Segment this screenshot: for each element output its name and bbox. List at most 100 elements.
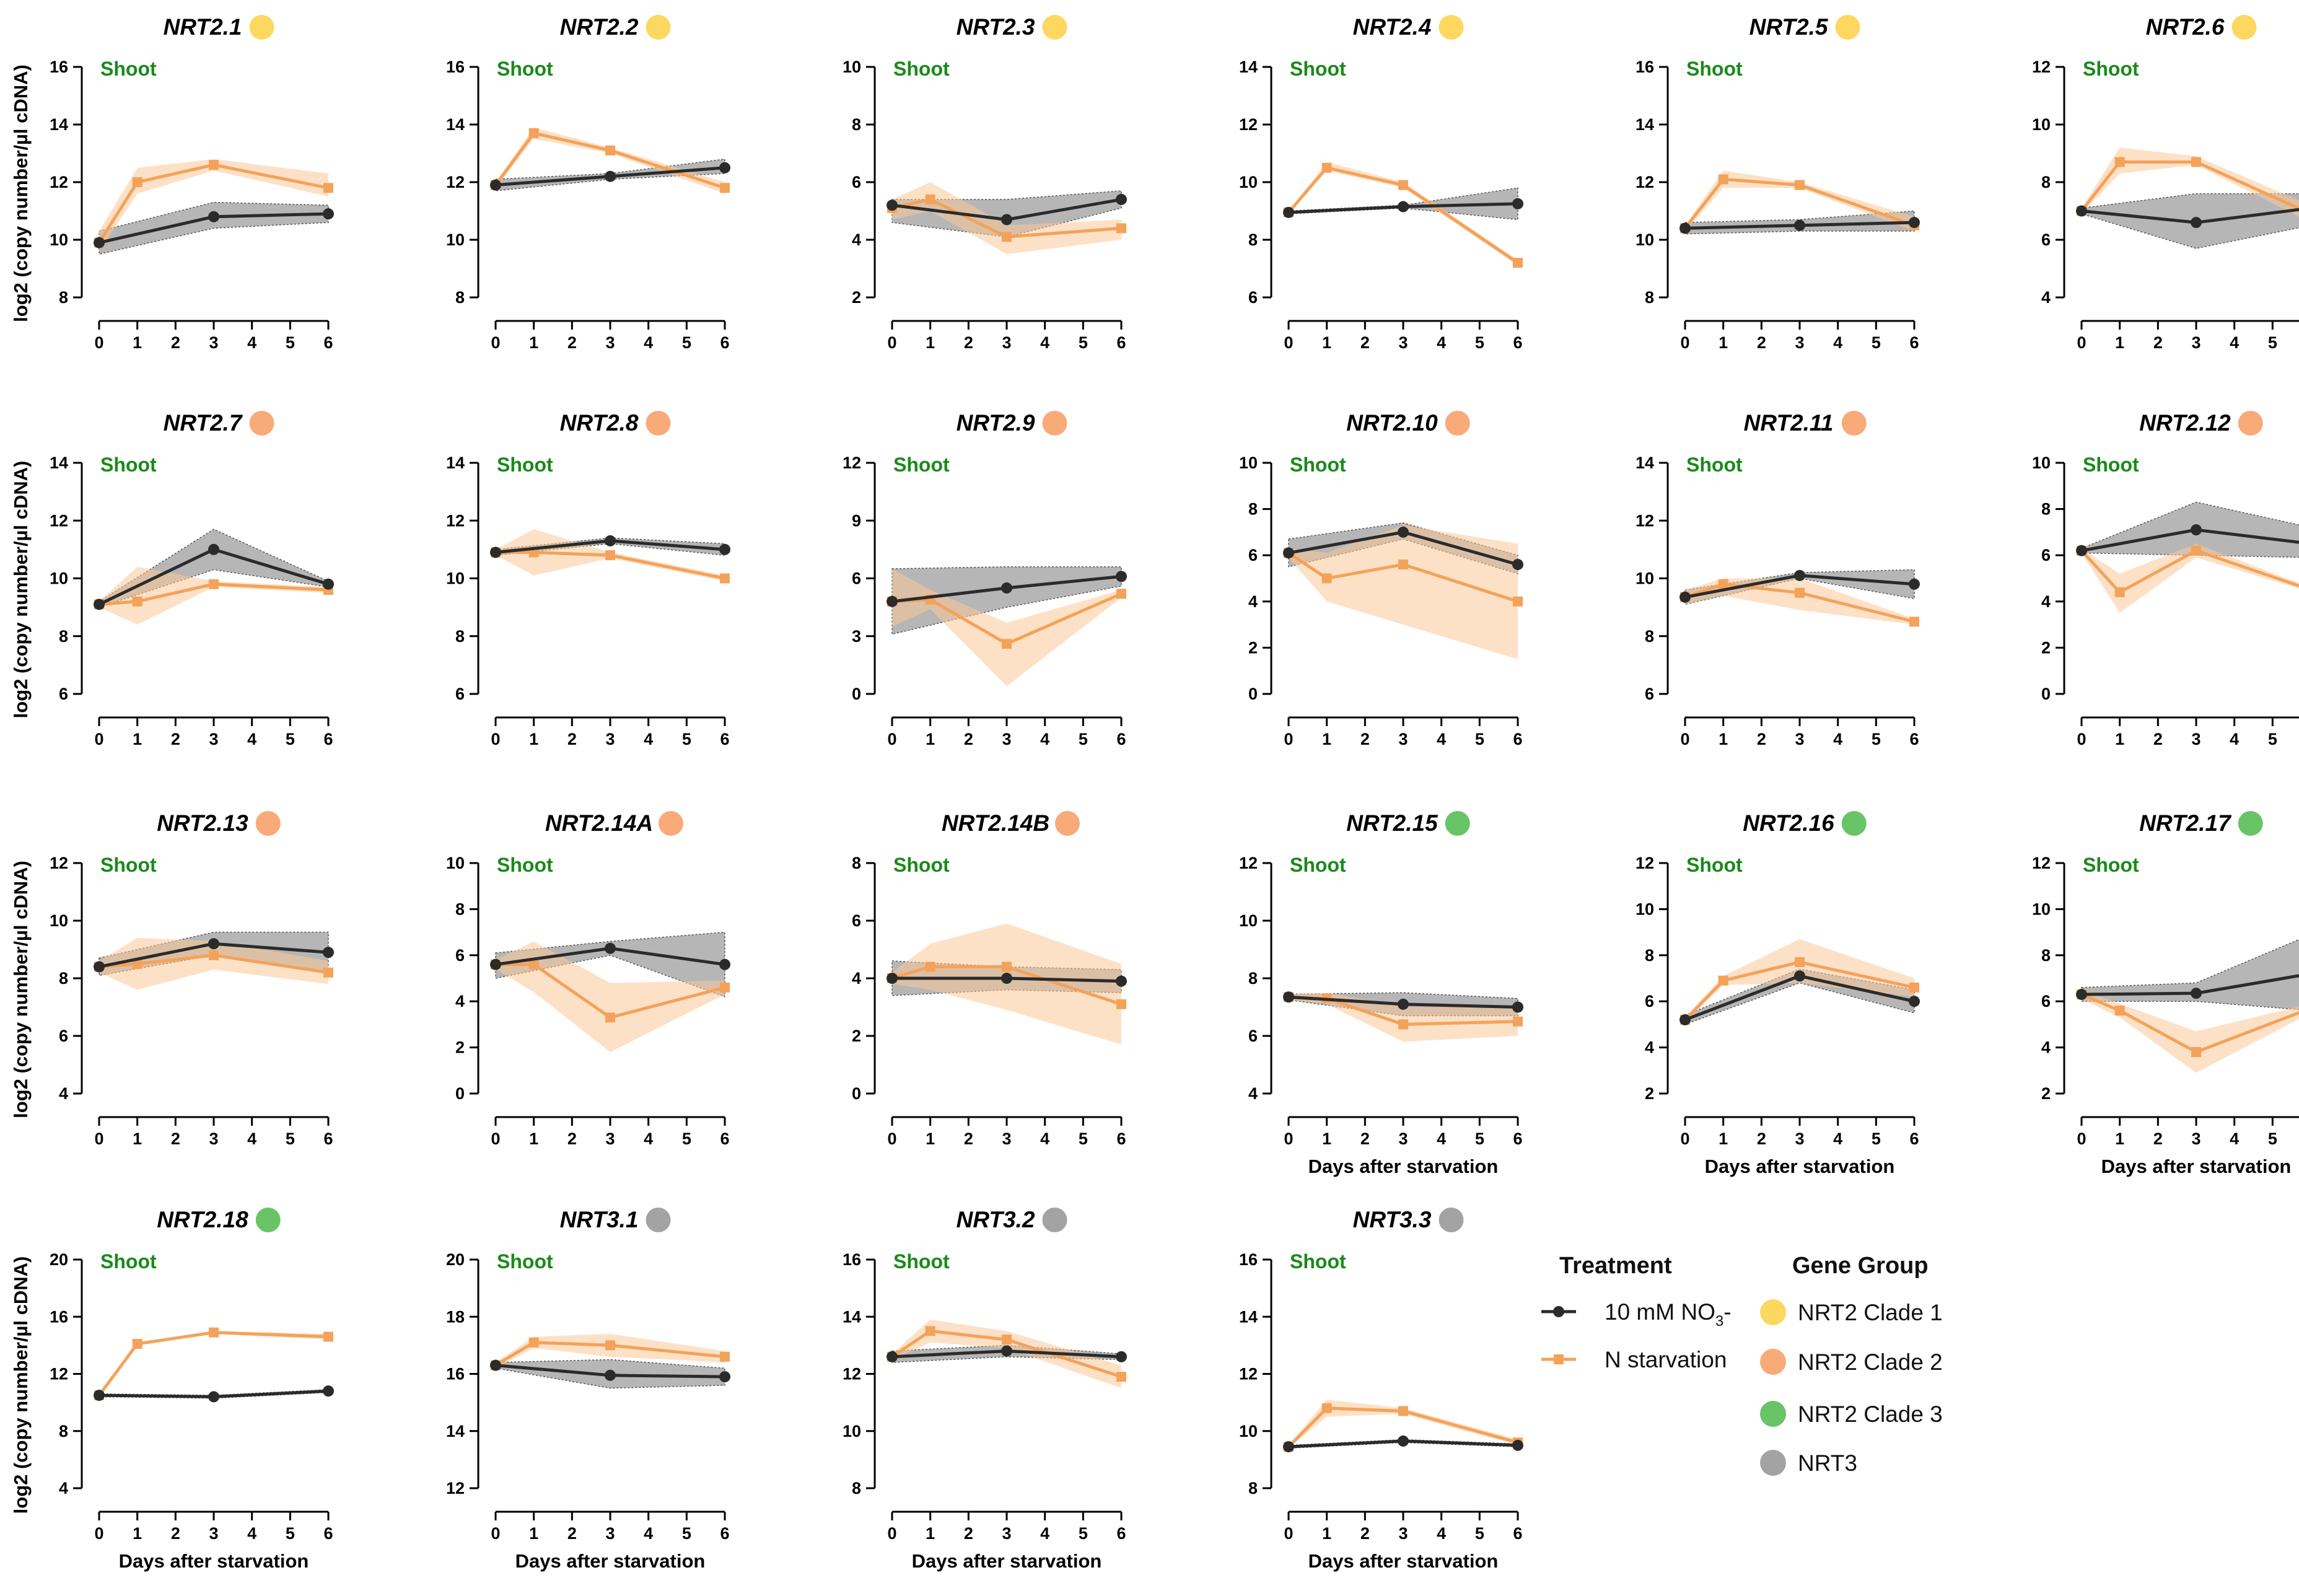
x-tick-label: 6: [720, 333, 729, 352]
control-data-point: [208, 543, 219, 555]
y-tick-label: 12: [1636, 173, 1654, 191]
control-data-point: [1512, 1439, 1523, 1451]
y-tick-label: 10: [50, 230, 68, 249]
x-tick-label: 1: [1719, 1129, 1728, 1148]
x-tick-label: 2: [171, 1129, 180, 1148]
y-tick-label: 8: [1645, 288, 1654, 307]
y-tick-label: 14: [1636, 454, 1654, 472]
starv-series-line: [1287, 1406, 1518, 1448]
starv-error-band: [892, 923, 1121, 1045]
x-tick-label: 3: [1795, 333, 1804, 352]
x-tick-label: 1: [529, 1524, 538, 1543]
tissue-label: Shoot: [1290, 854, 1346, 876]
y-tick-label: 12: [843, 1365, 861, 1383]
x-tick-label: 1: [2115, 333, 2124, 352]
x-tick-label: 5: [682, 730, 691, 748]
tissue-label: Shoot: [2083, 58, 2139, 80]
control-data-point: [323, 1385, 334, 1397]
x-tick-label: 5: [682, 1129, 691, 1148]
y-tick-label: 12: [2032, 854, 2051, 872]
starv-error-band: [892, 182, 1121, 255]
y-tick-label: 12: [446, 1479, 465, 1497]
gene-group-dot: [646, 1208, 671, 1232]
panel-title: NRT2.10: [1346, 410, 1438, 436]
tissue-label: Shoot: [497, 58, 553, 80]
starv-series-line: [494, 1341, 725, 1367]
legend-group-dot: [1760, 1349, 1786, 1375]
y-tick-label: 10: [1636, 230, 1654, 249]
control-data-point: [605, 942, 616, 954]
panel-nrt2-6: NRT2.6Shoot46810120123456: [2032, 14, 2299, 352]
x-tick-label: 0: [2077, 333, 2086, 352]
y-tick-label: 10: [2032, 115, 2051, 134]
y-tick-label: 0: [455, 1084, 465, 1103]
starv-data-point: [528, 128, 539, 138]
x-tick-label: 3: [605, 1129, 615, 1148]
starv-error-band: [99, 937, 328, 990]
y-tick-label: 6: [1248, 1027, 1258, 1045]
starv-series-line: [1287, 551, 1518, 603]
starv-series-line: [2081, 993, 2299, 1054]
starv-data-point: [1002, 962, 1012, 972]
x-tick-label: 1: [926, 1129, 935, 1148]
control-data-point: [2076, 205, 2087, 217]
tissue-label: Shoot: [100, 454, 157, 476]
x-axis-title: Days after starvation: [1308, 1550, 1499, 1572]
x-tick-label: 0: [491, 333, 500, 352]
y-tick-label: 4: [852, 969, 861, 988]
starv-data-point: [1116, 589, 1126, 599]
x-tick-label: 3: [605, 1524, 615, 1543]
x-tick-label: 1: [1719, 730, 1728, 748]
x-tick-label: 6: [1116, 1129, 1126, 1148]
y-tick-label: 16: [1636, 58, 1654, 76]
x-tick-label: 2: [964, 1129, 973, 1148]
panel-title: NRT2.17: [2139, 810, 2232, 836]
x-tick-label: 3: [1795, 1129, 1804, 1148]
control-data-point: [1794, 219, 1805, 231]
starv-data-point: [1002, 232, 1012, 242]
x-tick-label: 2: [567, 1129, 577, 1148]
x-tick-label: 0: [1284, 1524, 1293, 1543]
x-tick-label: 1: [133, 730, 142, 748]
y-tick-label: 6: [1248, 546, 1258, 564]
legend-group-label: NRT2 Clade 2: [1798, 1349, 1943, 1375]
starv-data-point: [1398, 559, 1408, 570]
legend-group-dot: [1760, 1401, 1786, 1427]
x-tick-label: 0: [491, 1129, 500, 1148]
starv-data-point: [132, 596, 142, 607]
gene-group-dot: [1841, 811, 1867, 836]
panel-title: NRT2.16: [1743, 810, 1834, 836]
x-tick-label: 0: [1284, 1129, 1293, 1148]
y-tick-label: 14: [446, 115, 465, 134]
starv-data-point: [1513, 258, 1523, 268]
tissue-label: Shoot: [2083, 454, 2139, 476]
starv-data-point: [605, 145, 615, 156]
x-axis-title: Days after starvation: [515, 1550, 706, 1572]
starv-data-point: [2114, 157, 2125, 167]
y-tick-label: 8: [1248, 969, 1258, 988]
x-tick-label: 2: [964, 1524, 973, 1543]
control-data-point: [1116, 571, 1127, 582]
y-tick-label: 10: [446, 230, 465, 249]
tissue-label: Shoot: [1290, 454, 1346, 476]
gene-group-dot: [249, 15, 274, 40]
control-data-point: [2076, 545, 2087, 556]
x-tick-label: 3: [605, 730, 615, 748]
y-tick-label: 16: [50, 58, 68, 76]
control-data-point: [94, 1390, 105, 1401]
y-tick-label: 12: [1239, 1365, 1258, 1383]
gene-group-legend-title: Gene Group: [1792, 1253, 1929, 1279]
x-tick-label: 1: [529, 333, 538, 352]
y-tick-label: 6: [59, 685, 68, 703]
y-tick-label: 12: [50, 1365, 68, 1383]
x-tick-label: 2: [567, 730, 577, 748]
x-tick-label: 6: [1513, 1524, 1522, 1543]
legend: Treatment 10 mM NO3- N starvation Gene Grou…: [1541, 1253, 1943, 1476]
starv-series-line: [2080, 160, 2299, 213]
starv-data-point: [132, 958, 142, 969]
y-tick-label: 0: [852, 1084, 861, 1103]
y-tick-label: 8: [59, 969, 68, 988]
